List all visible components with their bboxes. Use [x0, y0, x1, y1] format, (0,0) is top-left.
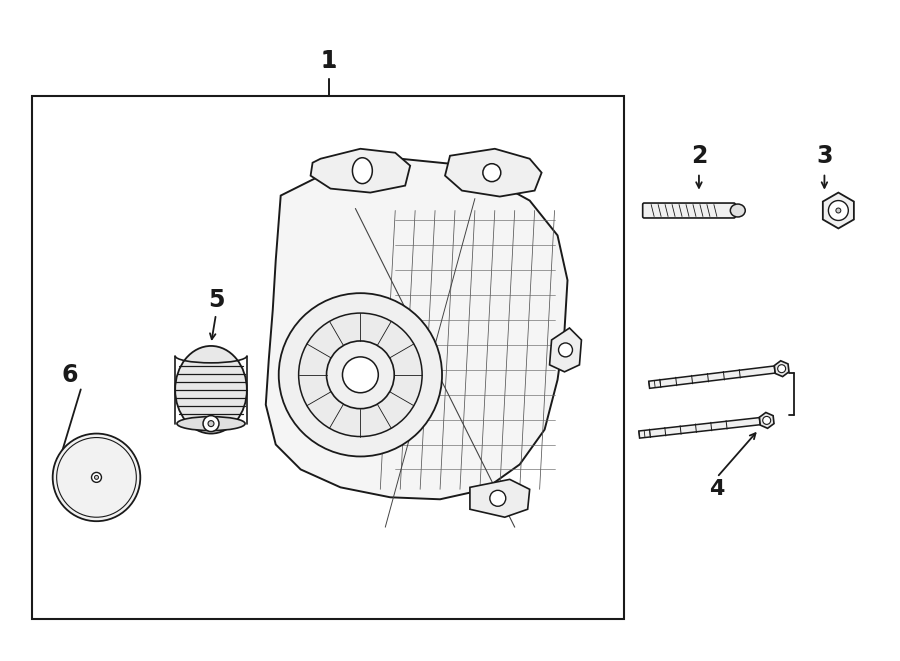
Circle shape: [828, 200, 849, 221]
Polygon shape: [639, 418, 760, 438]
Ellipse shape: [177, 416, 245, 430]
Ellipse shape: [353, 158, 373, 184]
Text: 5: 5: [208, 288, 224, 312]
Circle shape: [343, 357, 378, 393]
Circle shape: [490, 490, 506, 506]
Circle shape: [279, 293, 442, 457]
Text: 1: 1: [320, 49, 337, 73]
Circle shape: [57, 438, 136, 517]
Circle shape: [778, 365, 786, 373]
Text: 4: 4: [709, 479, 725, 499]
Bar: [32, 96, 625, 619]
Text: 1: 1: [320, 51, 337, 71]
Circle shape: [208, 420, 214, 426]
Polygon shape: [823, 192, 854, 229]
Polygon shape: [760, 412, 774, 428]
Circle shape: [53, 434, 140, 521]
Polygon shape: [266, 159, 568, 499]
FancyBboxPatch shape: [643, 203, 735, 218]
Text: 3: 3: [816, 143, 833, 168]
Text: 2: 2: [691, 143, 707, 168]
Polygon shape: [470, 479, 530, 517]
Circle shape: [94, 475, 98, 479]
Circle shape: [836, 208, 841, 213]
Text: 6: 6: [61, 363, 78, 387]
Polygon shape: [550, 328, 581, 372]
Circle shape: [92, 473, 102, 483]
Circle shape: [299, 313, 422, 436]
Ellipse shape: [176, 346, 247, 434]
Polygon shape: [310, 149, 410, 192]
Ellipse shape: [730, 204, 745, 217]
Polygon shape: [649, 366, 775, 388]
Polygon shape: [445, 149, 542, 196]
Circle shape: [203, 416, 219, 432]
Circle shape: [762, 416, 770, 424]
Circle shape: [559, 343, 572, 357]
Circle shape: [483, 164, 500, 182]
Polygon shape: [774, 361, 789, 377]
Circle shape: [327, 341, 394, 408]
